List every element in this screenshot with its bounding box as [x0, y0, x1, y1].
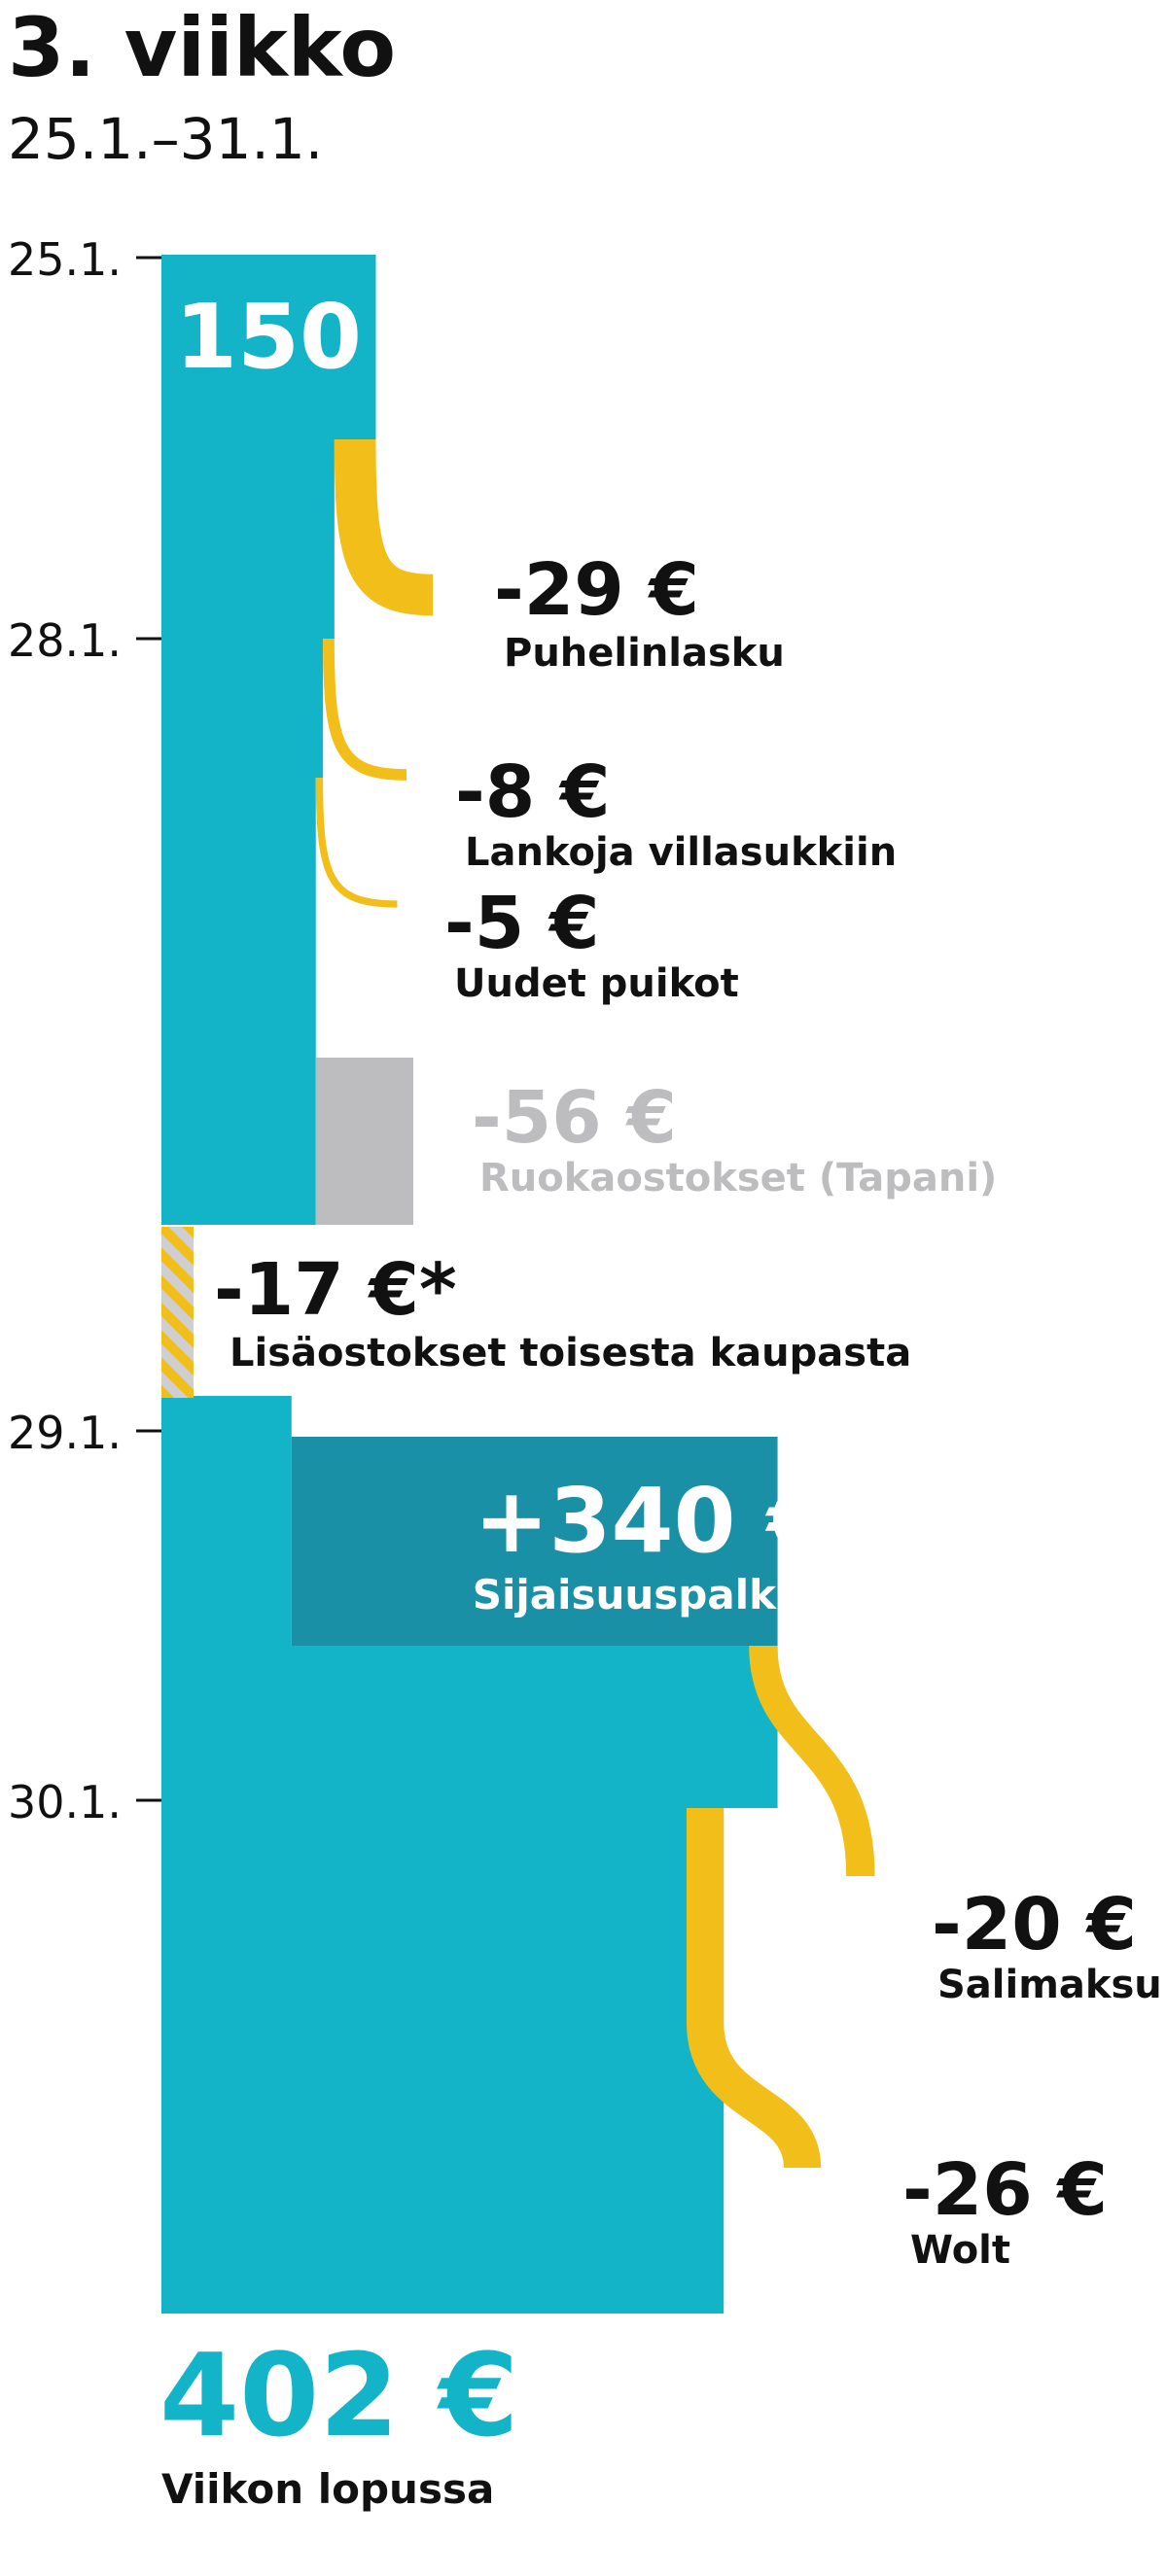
event-amount: -26 €: [902, 2148, 1108, 2232]
event-amount: -20 €: [932, 1883, 1137, 1967]
date-tick-label: 28.1.: [8, 614, 122, 667]
transaction-labels: -29 € Puhelinlasku -8 € Lankoja villasuk…: [214, 548, 1162, 2273]
expense-stream: [323, 638, 406, 781]
balance-segment: [161, 778, 316, 1225]
expense-stream: [686, 1808, 822, 2170]
event-amount: -56 €: [472, 1076, 677, 1160]
transaction-marks: [161, 438, 875, 2170]
event-amount: -29 €: [494, 548, 699, 632]
balance-segment: [161, 639, 324, 778]
other-person-bar: [315, 1058, 414, 1225]
date-tick-label: 29.1.: [8, 1407, 122, 1459]
balance-segment: [161, 1396, 292, 1646]
event-amount: -5 €: [444, 882, 599, 965]
date-tick: 25.1.: [8, 233, 161, 286]
date-axis: 25.1. 28.1. 29.1. 30.1.: [8, 233, 161, 1828]
balance-segment: [161, 439, 335, 639]
balance-segment: [161, 1646, 778, 1808]
expense-stream: [315, 777, 398, 908]
event-label: Sijaisuuspalkka: [473, 1571, 831, 1619]
end-balance-caption: Viikon lopussa: [161, 2465, 494, 2513]
start-balance-label: 150 €: [175, 285, 455, 389]
event-label: Puhelinlasku: [504, 631, 785, 676]
page-title: 3. viikko: [8, 0, 396, 95]
page-subtitle: 25.1.–31.1.: [8, 106, 323, 172]
date-tick-label: 30.1.: [8, 1776, 122, 1828]
event-label: Salimaksu: [937, 1963, 1162, 2007]
event-label: Ruokaostokset (Tapani): [479, 1156, 997, 1201]
event-amount: -17 €*: [214, 1248, 457, 1332]
balance-segment: [161, 255, 376, 439]
event-label: Wolt: [910, 2228, 1010, 2273]
shared-expense-bar: [161, 1227, 194, 1398]
balance-segment: [161, 1808, 724, 2314]
expense-stream: [334, 438, 434, 616]
balance-column: [161, 255, 778, 2314]
event-label: Uudet puikot: [454, 961, 739, 1006]
event-amount: -8 €: [455, 750, 610, 834]
date-tick: 29.1.: [8, 1407, 161, 1459]
expense-stream: [749, 1645, 875, 1877]
event-label: Lisäostokset toisesta kaupasta: [230, 1331, 911, 1375]
income-bar: [291, 1437, 778, 1646]
end-balance-value: 402 €: [159, 2328, 519, 2462]
event-amount: +340 €: [474, 1469, 829, 1573]
date-tick: 30.1.: [8, 1776, 161, 1828]
date-tick: 28.1.: [8, 614, 161, 667]
event-label: Lankoja villasukkiin: [465, 830, 897, 875]
date-tick-label: 25.1.: [8, 233, 122, 286]
